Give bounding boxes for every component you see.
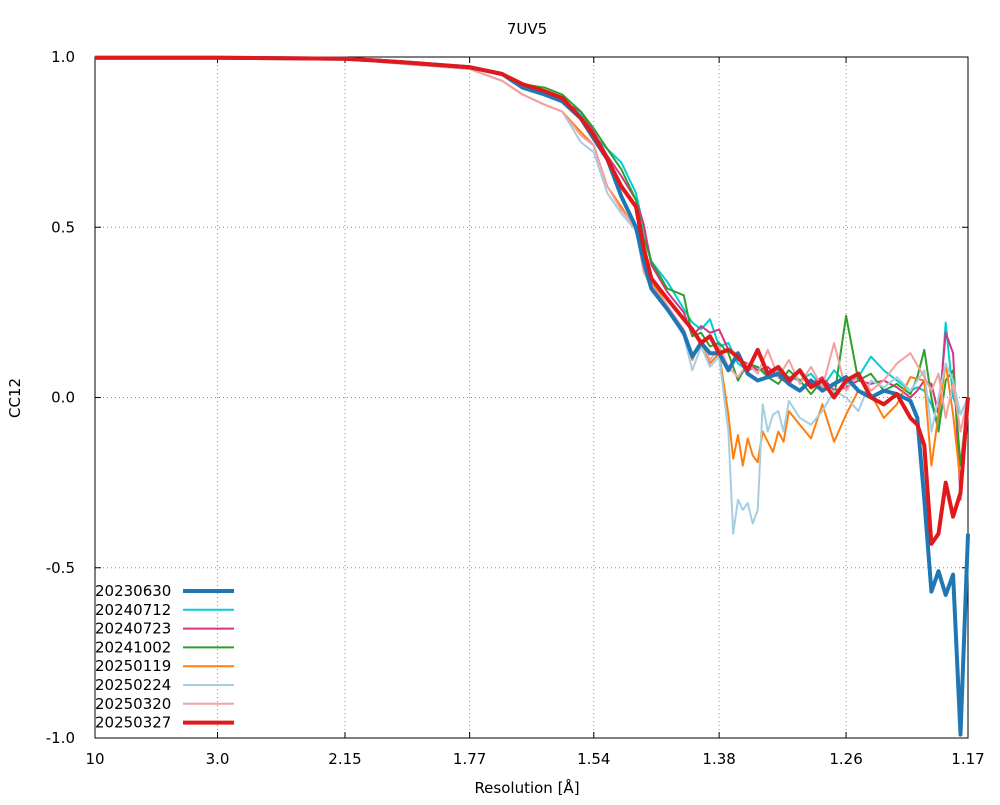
x-tick-label: 1.38 xyxy=(702,750,735,768)
axis-ticks: 10 3.0 2.15 1.77 1.54 1.38 1.26 1.17 1.0 0.5 0.0 -0… xyxy=(46,48,985,768)
legend-label: 20240712 xyxy=(95,601,171,619)
legend-label: 20241002 xyxy=(95,638,171,656)
legend: 2023063020240712202407232024100220250119… xyxy=(95,582,234,732)
legend-label: 20250119 xyxy=(95,657,171,675)
x-tick-label: 1.26 xyxy=(829,750,862,768)
series-lines xyxy=(95,55,970,737)
grid xyxy=(95,57,968,738)
legend-label: 20240723 xyxy=(95,620,171,638)
legend-label: 20250320 xyxy=(95,695,171,713)
y-tick-label: 1.0 xyxy=(51,48,75,66)
x-tick-label: 1.54 xyxy=(577,750,610,768)
y-tick-label: 0.5 xyxy=(51,218,75,236)
x-tick-label: 2.15 xyxy=(328,750,361,768)
legend-label: 20250327 xyxy=(95,714,171,732)
y-axis-label: CC12 xyxy=(6,378,24,418)
y-tick-label: -1.0 xyxy=(46,729,75,747)
legend-label: 20230630 xyxy=(95,582,171,600)
y-tick-label: -0.5 xyxy=(46,559,75,577)
series-line-20250320 xyxy=(95,56,969,433)
series-line-20250224 xyxy=(95,56,969,535)
x-tick-label: 3.0 xyxy=(206,750,230,768)
series-line-20250119 xyxy=(95,56,969,484)
series-line-20230630 xyxy=(95,55,970,737)
x-tick-label: 1.77 xyxy=(453,750,486,768)
y-tick-label: 0.0 xyxy=(51,389,75,407)
chart-title: 7UV5 xyxy=(507,20,547,38)
series-line-20250327 xyxy=(95,55,970,546)
x-tick-label: 10 xyxy=(85,750,104,768)
x-axis-label: Resolution [Å] xyxy=(474,778,579,797)
legend-label: 20250224 xyxy=(95,676,171,694)
series-line-20241002 xyxy=(95,56,969,467)
series-line-20240712 xyxy=(95,56,969,426)
x-tick-label: 1.17 xyxy=(951,750,984,768)
